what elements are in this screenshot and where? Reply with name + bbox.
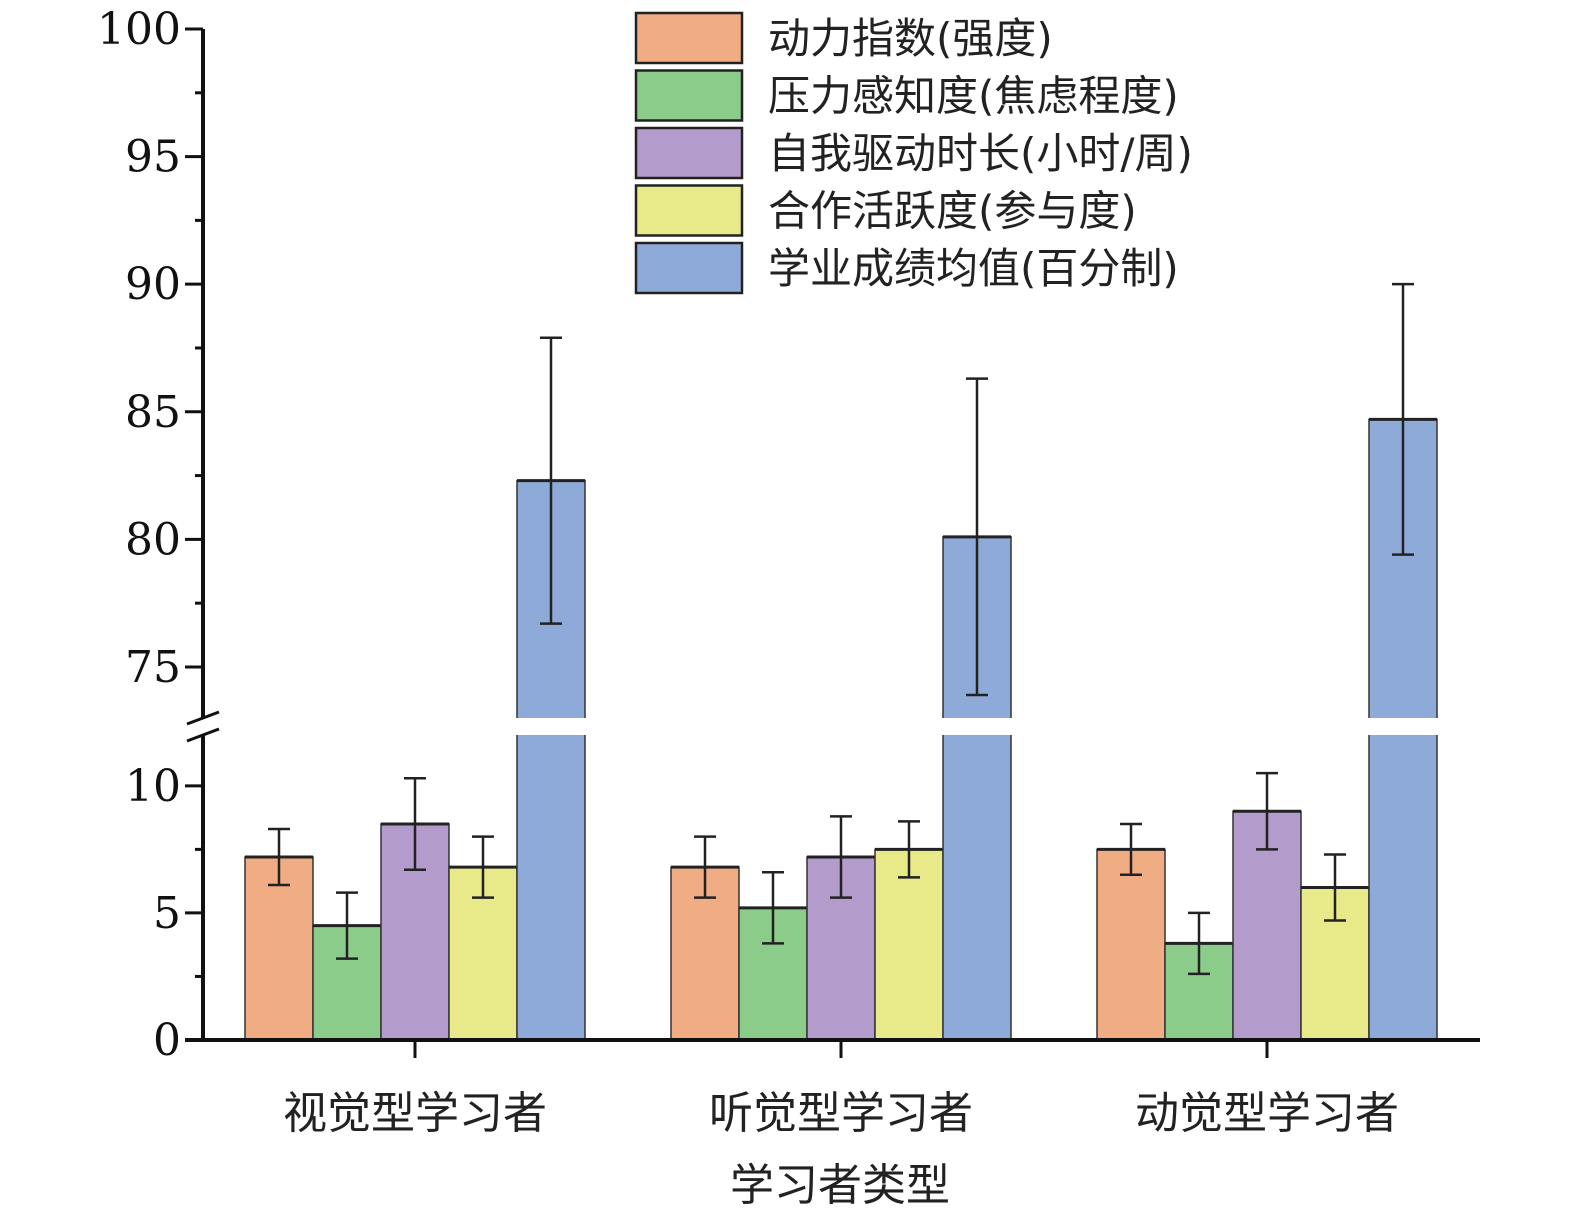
x-category-label-2: 听觉型学习者	[709, 1088, 973, 1139]
bars-layer	[244, 417, 1438, 1041]
legend-label-3: 自我驱动时长(小时/周)	[768, 129, 1193, 178]
error-bar-5-1	[540, 336, 562, 625]
error-bar-1-3	[1120, 822, 1142, 877]
x-category-label-1: 视觉型学习者	[283, 1088, 547, 1139]
legend-label-1: 动力指数(强度)	[768, 14, 1053, 63]
legend-swatch-1	[634, 11, 744, 65]
error-bar-3-1	[404, 776, 426, 871]
legend-item-4: 合作活跃度(参与度)	[634, 184, 1137, 237]
error-bar-2-3	[1188, 911, 1210, 976]
legend-swatch-4	[634, 184, 744, 237]
y-tick-label-100: 100	[97, 4, 181, 55]
y-tick-label-85: 85	[125, 387, 181, 438]
axis-break-gap	[178, 718, 1480, 735]
error-bar-3-2	[830, 815, 852, 899]
legend-label-5: 学业成绩均值(百分制)	[768, 244, 1179, 293]
labels-layer: 0 5 10 75 80 85 90 95 100 视觉型学习者 听觉型学习者 动觉型学习者	[97, 4, 1399, 1139]
bar-1-3	[1096, 848, 1166, 1041]
legend-item-1: 动力指数(强度)	[634, 11, 1053, 65]
error-bar-5-3	[1392, 282, 1414, 556]
y-tick-label-5: 5	[153, 888, 181, 939]
y-tick-label-10: 10	[125, 761, 181, 812]
error-bar-1-1	[268, 827, 290, 887]
y-tick-label-90: 90	[125, 259, 181, 310]
error-bar-4-1	[472, 835, 494, 899]
legend-swatch-5	[634, 241, 744, 295]
bar-1-1	[244, 856, 314, 1041]
y-tick-label-95: 95	[125, 132, 181, 183]
error-bar-4-2	[898, 820, 920, 879]
x-axis-title: 学习者类型	[730, 1160, 950, 1211]
error-bar-2-2	[762, 871, 784, 945]
legend-swatch-3	[634, 126, 744, 180]
legend-item-3: 自我驱动时长(小时/周)	[634, 126, 1193, 180]
error-bar-2-1	[336, 891, 358, 960]
legend-label-2: 压力感知度(焦虑程度)	[768, 72, 1179, 121]
error-bar-5-2	[966, 377, 988, 697]
legend: 动力指数(强度) 压力感知度(焦虑程度) 自我驱动时长(小时/周) 合作活跃度(参与度…	[634, 11, 1193, 295]
y-tick-label-80: 80	[125, 514, 181, 565]
axis-break-mark-bottom	[186, 727, 220, 743]
axes-layer	[178, 27, 1480, 1058]
y-tick-label-0: 0	[153, 1015, 181, 1066]
x-category-label-3: 动觉型学习者	[1135, 1088, 1399, 1139]
error-bar-3-3	[1256, 771, 1278, 851]
legend-label-4: 合作活跃度(参与度)	[768, 187, 1137, 236]
legend-item-2: 压力感知度(焦虑程度)	[634, 69, 1179, 122]
error-bar-4-3	[1324, 853, 1346, 922]
y-tick-label-75: 75	[125, 642, 181, 693]
bar-4-2	[874, 848, 944, 1041]
error-bar-1-2	[694, 835, 716, 899]
legend-swatch-2	[634, 69, 744, 122]
axis-break-mark-top	[186, 710, 220, 726]
error-bars-layer	[268, 282, 1414, 976]
legend-item-5: 学业成绩均值(百分制)	[634, 241, 1179, 295]
